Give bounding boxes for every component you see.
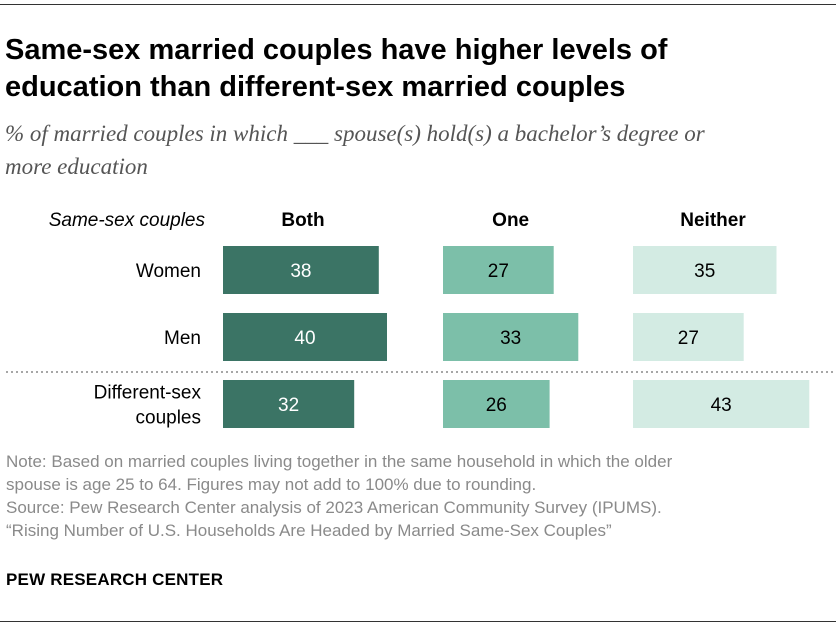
data-label-women-both: 38 [290,261,311,282]
data-label-men-both: 40 [294,328,315,349]
chart-subtitle: % of married couples in which ___ spouse… [5,117,830,183]
data-label-women-neither: 35 [694,261,715,282]
column-header-both: Both [281,210,324,231]
source-line-2: “Rising Number of U.S. Households Are He… [6,521,612,540]
data-label-men-neither: 27 [678,328,699,349]
chart-title-line-1: Same-sex married couples have higher lev… [5,34,668,66]
brand-logo-text: PEW RESEARCH CENTER [6,570,224,589]
chart-subtitle-line-2: more education [5,154,148,179]
row-label-different-sex-couples-line-1: Different-sex [94,383,202,404]
bar-women-neither [633,246,777,294]
bar-men-neither [633,313,744,361]
bar-women-both [223,246,379,294]
row-label-different-sex-couples-line-2: couples [136,408,202,429]
row-label-women: Women [136,261,201,282]
bar-different-sex-couples-both [223,380,355,428]
chart-subtitle-line-1: % of married couples in which ___ spouse… [5,121,705,146]
group-label: Same-sex couples [49,210,206,231]
bar-men-both [223,313,387,361]
note-line-2: spouse is age 25 to 64. Figures may not … [6,475,537,494]
data-label-different-sex-couples-one: 26 [486,395,507,416]
data-label-men-one: 33 [500,328,521,349]
chart-title: Same-sex married couples have higher lev… [5,32,825,106]
bar-different-sex-couples-neither [633,380,810,428]
chart-title-line-2: education than different-sex married cou… [5,71,626,103]
column-header-neither: Neither [680,210,746,231]
bottom-rule [0,621,836,622]
note-line-1: Note: Based on married couples living to… [6,452,673,471]
bar-women-one [443,246,554,294]
bar-men-one [443,313,579,361]
chart-notes: Note: Based on married couples living to… [6,450,831,542]
bar-different-sex-couples-one [443,380,550,428]
data-label-women-one: 27 [488,261,509,282]
top-rule [0,4,836,5]
data-label-different-sex-couples-both: 32 [278,395,299,416]
column-header-one: One [492,210,529,231]
data-label-different-sex-couples-neither: 43 [711,395,732,416]
source-line-1: Source: Pew Research Center analysis of … [6,498,662,517]
row-label-men: Men [164,328,201,349]
